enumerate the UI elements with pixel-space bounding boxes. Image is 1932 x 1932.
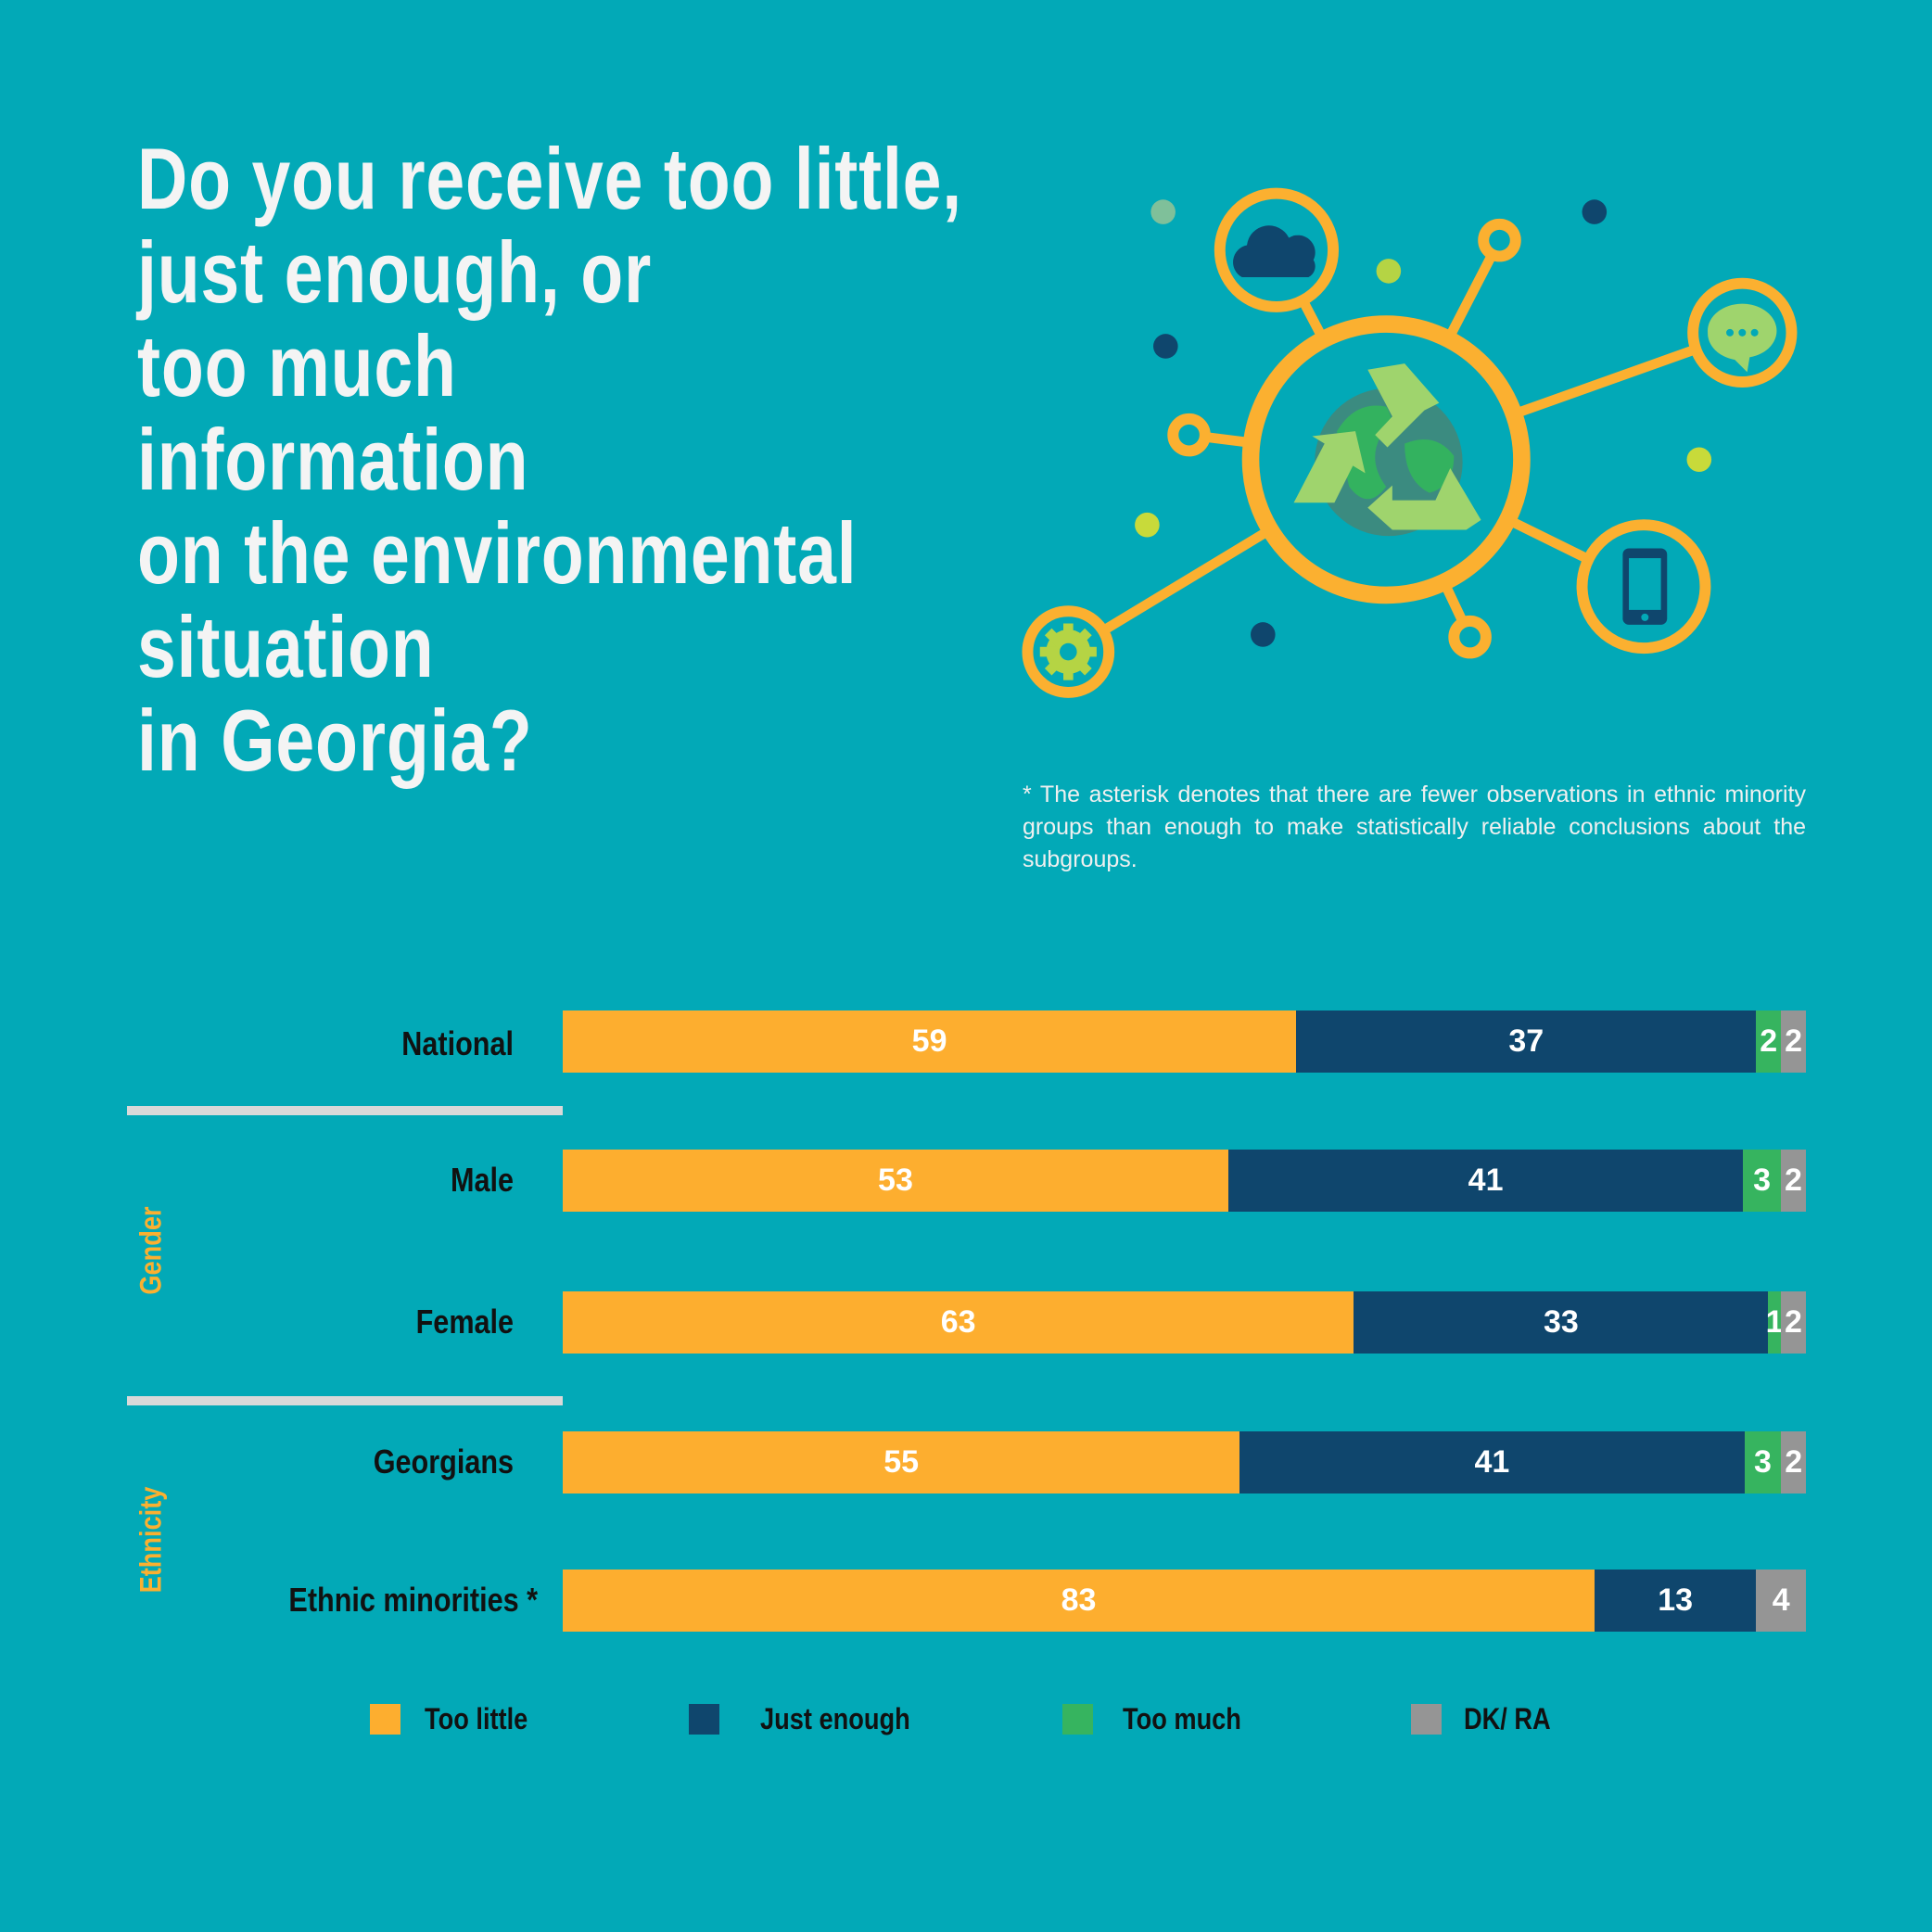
divider bbox=[127, 1396, 563, 1405]
data-label: 1 bbox=[1765, 1304, 1784, 1340]
category-label: Ethnic minorities * bbox=[288, 1581, 538, 1619]
main-circle bbox=[1241, 315, 1531, 604]
data-label: 59 bbox=[911, 1023, 947, 1059]
bar-segment-dk-ra: 2 bbox=[1780, 1150, 1806, 1212]
legend-label: Too little bbox=[425, 1702, 528, 1735]
bar-row: 53 41 3 2 bbox=[563, 1150, 1806, 1212]
bar-segment-just-enough: 13 bbox=[1595, 1570, 1757, 1632]
bar-segment-too-much: 2 bbox=[1756, 1010, 1782, 1073]
data-label: 83 bbox=[1061, 1582, 1097, 1618]
legend-swatch-too-much bbox=[1062, 1704, 1093, 1735]
data-label: 4 bbox=[1772, 1582, 1790, 1618]
legend-swatch-too-little bbox=[370, 1704, 400, 1735]
cloud-node bbox=[1214, 187, 1340, 312]
bar-segment-just-enough: 33 bbox=[1354, 1291, 1769, 1354]
legend-label: Too much bbox=[1123, 1702, 1241, 1735]
bar-segment-too-little: 59 bbox=[563, 1010, 1297, 1073]
bar-row: 59 37 2 2 bbox=[563, 1010, 1806, 1073]
data-label: 41 bbox=[1468, 1163, 1504, 1198]
category-label: Female bbox=[415, 1303, 514, 1341]
bar-segment-just-enough: 41 bbox=[1239, 1431, 1745, 1493]
legend-label: Just enough bbox=[760, 1702, 910, 1735]
data-label: 33 bbox=[1543, 1304, 1579, 1340]
bar-segment-just-enough: 37 bbox=[1296, 1010, 1757, 1073]
cloud-icon bbox=[1233, 225, 1316, 278]
data-label: 63 bbox=[940, 1304, 976, 1340]
group-label-ethnicity: Ethnicity bbox=[133, 1486, 168, 1594]
bar-segment-dk-ra: 2 bbox=[1780, 1291, 1806, 1354]
gear-icon bbox=[1039, 623, 1097, 680]
bar-segment-just-enough: 41 bbox=[1227, 1150, 1744, 1212]
page-title: Do you receive too little, just enough, … bbox=[137, 132, 962, 787]
bar-segment-too-little: 63 bbox=[563, 1291, 1354, 1354]
bar-segment-dk-ra: 2 bbox=[1781, 1010, 1806, 1073]
bar-row: 55 41 3 2 bbox=[563, 1431, 1806, 1493]
title-line: situation bbox=[137, 598, 435, 695]
data-label: 13 bbox=[1658, 1582, 1694, 1618]
category-label: Georgians bbox=[373, 1443, 514, 1481]
title-line: on the environmental bbox=[137, 504, 858, 602]
bar-segment-too-little: 53 bbox=[563, 1150, 1228, 1212]
title-line: Do you receive too little, bbox=[137, 130, 962, 227]
group-label-gender: Gender bbox=[133, 1206, 168, 1295]
legend-swatch-dk-ra bbox=[1411, 1704, 1442, 1735]
bar-segment-dk-ra: 4 bbox=[1756, 1570, 1806, 1632]
title-line: information bbox=[137, 411, 529, 508]
divider bbox=[127, 1106, 563, 1115]
category-label: National bbox=[401, 1024, 514, 1062]
data-label: 37 bbox=[1508, 1023, 1544, 1059]
globe-recycle-icon bbox=[1293, 363, 1481, 537]
data-label: 55 bbox=[883, 1444, 920, 1480]
data-label: 2 bbox=[1784, 1163, 1802, 1198]
legend-swatch-just-enough bbox=[689, 1704, 719, 1735]
phone-node bbox=[1576, 519, 1711, 655]
title-line: in Georgia? bbox=[137, 692, 533, 789]
bar-segment-too-much: 1 bbox=[1765, 1291, 1784, 1354]
category-label: Male bbox=[450, 1161, 514, 1199]
bar-segment-too-little: 55 bbox=[563, 1431, 1240, 1493]
data-label: 2 bbox=[1760, 1023, 1778, 1059]
title-line: too much bbox=[137, 317, 457, 414]
bar-segment-dk-ra: 2 bbox=[1781, 1431, 1806, 1493]
smartphone-icon bbox=[1622, 548, 1668, 625]
gear-node bbox=[1022, 605, 1115, 698]
data-label: 2 bbox=[1784, 1304, 1802, 1340]
bar-row: 83 13 4 bbox=[563, 1570, 1806, 1632]
footnote: * The asterisk denotes that there are fe… bbox=[1023, 782, 1806, 872]
data-label: 3 bbox=[1753, 1163, 1772, 1198]
data-label: 2 bbox=[1785, 1444, 1803, 1480]
title-line: just enough, or bbox=[137, 223, 653, 321]
chat-bubble-icon bbox=[1708, 303, 1777, 373]
decorative-dots bbox=[1135, 199, 1712, 647]
chat-node bbox=[1687, 277, 1798, 388]
bar-segment-too-little: 83 bbox=[563, 1570, 1595, 1632]
data-label: 3 bbox=[1754, 1444, 1772, 1480]
legend-label: DK/ RA bbox=[1464, 1702, 1551, 1735]
data-label: 2 bbox=[1785, 1023, 1803, 1059]
data-label: 53 bbox=[878, 1163, 913, 1198]
bar-segment-too-much: 3 bbox=[1744, 1431, 1782, 1493]
data-label: 41 bbox=[1474, 1444, 1510, 1480]
bar-segment-too-much: 3 bbox=[1743, 1150, 1781, 1212]
bar-row: 63 33 1 2 bbox=[563, 1291, 1806, 1354]
